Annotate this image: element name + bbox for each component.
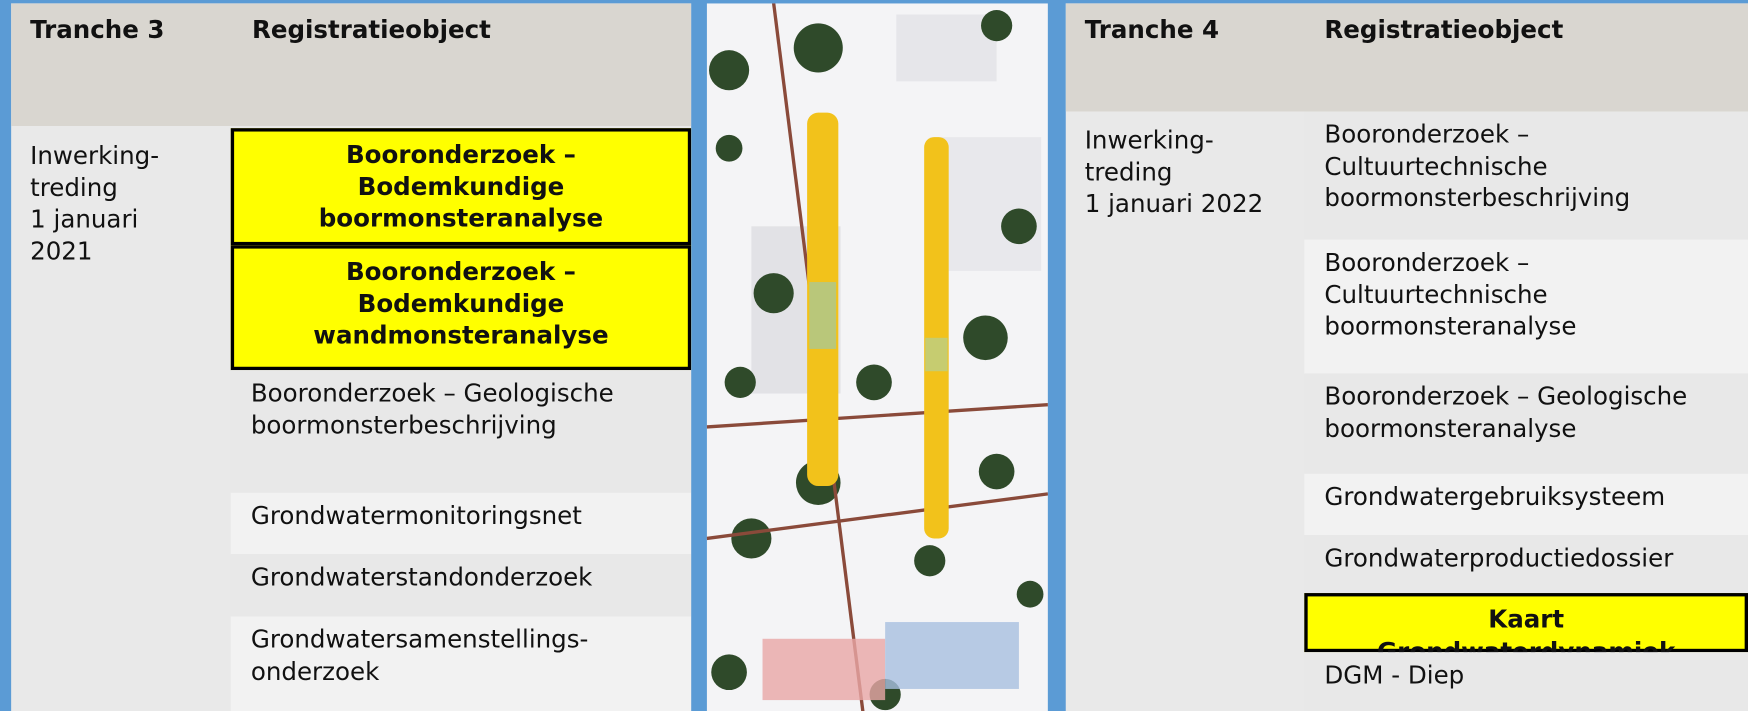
item: Booronderzoek – Geologische boormonstera… (1304, 373, 1748, 474)
header-cell: Tranche 3 (30, 16, 165, 45)
photo (706, 3, 1048, 711)
item: Grondwatergebruiksysteem (1304, 473, 1748, 536)
header-cell: Tranche 4 (1084, 16, 1220, 45)
header-row: Tranche 4 Registratieobject (1065, 3, 1748, 112)
left-table: Tranche 3 Registratieobject Inwerking- t… (11, 3, 692, 711)
item: Grondwaterstandonderzoek (230, 554, 692, 617)
header-row: Tranche 3 Registratieobject (11, 3, 692, 126)
phase-cell: Inwerking- treding 1 januari 2021 (30, 142, 160, 267)
header-cell: Registratieobject (251, 16, 491, 45)
header-cell: Registratieobject (1324, 16, 1564, 45)
highlighted-item: Kaart Grondwaterdynamiek (1304, 593, 1748, 666)
phase-cell: Inwerking- treding 1 januari 2022 (1084, 127, 1264, 219)
highlighted-item: Booronderzoek – Bodemkundige boormonster… (230, 128, 692, 246)
right-table: Tranche 4 Registratieobject Inwerking- t… (1065, 3, 1748, 711)
item: Booronderzoek – Cultuurtechnische boormo… (1304, 111, 1748, 240)
item: Grondwatermonitoringsnet (230, 492, 692, 555)
item: Grondwaterproductiedossier (1304, 535, 1748, 594)
highlighted-item: Booronderzoek – Bodemkundige wandmonster… (230, 245, 692, 371)
item: Grondwatersamenstellings- onderzoek (230, 616, 692, 711)
item: Booronderzoek – Cultuurtechnische boormo… (1304, 239, 1748, 374)
item: DGM - Diep (1304, 652, 1748, 711)
item: Booronderzoek – Geologische boormonsterb… (230, 370, 692, 493)
